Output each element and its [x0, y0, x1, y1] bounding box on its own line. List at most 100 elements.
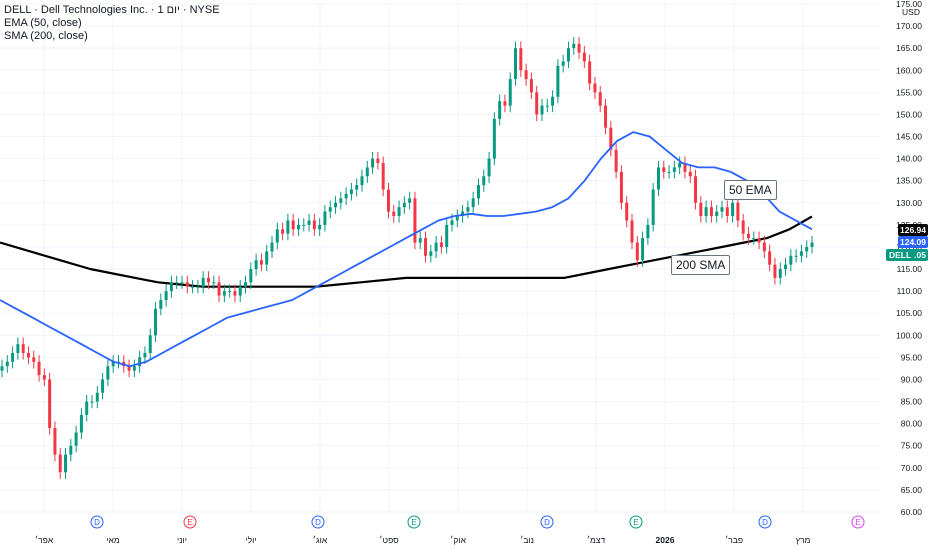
candle-body — [64, 454, 68, 473]
price-tick-label: 85.00 — [901, 397, 923, 407]
event-marker[interactable]: E — [407, 515, 421, 529]
candle-body — [106, 366, 110, 380]
candle — [424, 231, 428, 263]
grid-lines — [0, 3, 880, 513]
candle — [619, 165, 623, 210]
candle-body — [551, 96, 555, 106]
candle — [487, 151, 491, 183]
candle — [21, 337, 25, 360]
candle — [312, 213, 316, 236]
candle-body — [439, 242, 443, 247]
candle — [609, 121, 613, 157]
candle-body — [222, 291, 226, 296]
event-marker-circle — [540, 515, 554, 529]
candle-body — [514, 48, 518, 80]
candle — [175, 275, 179, 289]
candle-body — [461, 211, 465, 217]
candle-body — [752, 238, 756, 240]
price-tick-label: 65.00 — [901, 485, 923, 495]
candle-body — [5, 361, 9, 367]
sma-legend[interactable]: SMA (200, close) — [4, 30, 88, 42]
candle — [402, 196, 406, 214]
candle — [217, 275, 221, 303]
candle-body — [762, 242, 766, 252]
candle — [699, 196, 703, 223]
candle-body — [16, 344, 20, 353]
candle — [556, 59, 560, 104]
event-marker[interactable]: D — [90, 515, 104, 529]
candle-body — [386, 189, 390, 212]
time-tick-label: אפר׳ — [35, 535, 54, 545]
candle-body — [259, 260, 263, 265]
candle — [228, 284, 232, 298]
candle-body — [784, 264, 788, 270]
candle-body — [191, 286, 195, 288]
candle — [244, 275, 248, 294]
candle — [344, 187, 348, 205]
candle-body — [619, 171, 623, 203]
event-marker[interactable]: E — [629, 515, 643, 529]
candle — [524, 63, 528, 86]
candle — [259, 253, 263, 272]
event-marker[interactable]: D — [758, 515, 772, 529]
candle-body — [244, 282, 248, 287]
candle-body — [471, 198, 475, 208]
time-tick-label: יוני — [177, 535, 187, 545]
candle-body — [699, 202, 703, 217]
time-axis[interactable]: אפר׳ מאי יוני יולי אוג׳ ספט׳ אוק׳ נוב׳ דצמ׳ 2026 פ… — [35, 535, 811, 545]
event-marker[interactable]: D — [311, 515, 325, 529]
candle-body — [132, 366, 136, 371]
candle-body — [334, 202, 338, 208]
candle-body — [455, 216, 459, 221]
currency-label[interactable]: USD — [902, 7, 920, 17]
candle — [461, 204, 465, 223]
sma-annotation[interactable]: 200 SMA — [671, 255, 731, 275]
candle-body — [598, 92, 602, 106]
price-tick-label: 90.00 — [901, 374, 923, 384]
price-tick-label: 115.00 — [897, 264, 923, 274]
price-tick-label: 105.00 — [896, 308, 922, 318]
event-marker-label: D — [94, 518, 100, 527]
candle — [598, 85, 602, 113]
candle-body — [731, 202, 735, 217]
candle — [339, 191, 343, 210]
candle — [762, 235, 766, 258]
ema-polyline — [0, 131, 813, 368]
candle — [64, 447, 68, 479]
candle — [265, 244, 269, 272]
candle — [519, 41, 523, 77]
candle-body — [789, 255, 793, 265]
candle-body — [138, 357, 142, 367]
event-marker[interactable]: D — [540, 515, 554, 529]
candle — [492, 112, 496, 166]
candle — [641, 231, 645, 267]
candle — [296, 218, 300, 236]
candle-body — [238, 286, 242, 296]
candle — [810, 235, 814, 254]
event-marker-circle — [90, 515, 104, 529]
candlesticks — [0, 37, 814, 479]
event-marker-circle — [311, 515, 325, 529]
candle — [164, 284, 168, 307]
event-marker[interactable]: E — [183, 515, 197, 529]
candle-body — [757, 238, 761, 243]
ema-legend[interactable]: EMA (50, close) — [4, 17, 82, 29]
symbol-title[interactable]: DELL · Dell Technologies Inc. · יום 1 · … — [4, 4, 220, 16]
candle-body — [355, 185, 359, 190]
ema-annotation[interactable]: 50 EMA — [724, 180, 777, 200]
candle-body — [641, 238, 645, 261]
candle — [53, 421, 57, 462]
candle — [588, 54, 592, 91]
candle — [392, 204, 396, 223]
candle-body — [646, 224, 650, 239]
event-marker[interactable]: E — [851, 515, 865, 529]
candle-body — [196, 286, 200, 288]
price-tick-label: 130.00 — [896, 198, 922, 208]
price-tick-label: 100.00 — [896, 330, 922, 340]
candle-body — [614, 149, 618, 172]
candle-body — [212, 282, 216, 284]
candle — [757, 231, 761, 250]
time-tick-label: פבר׳ — [725, 535, 743, 545]
